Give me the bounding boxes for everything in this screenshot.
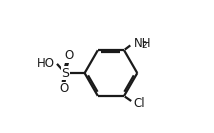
Text: 2: 2 (142, 41, 147, 50)
Text: NH: NH (134, 37, 151, 50)
Text: S: S (62, 67, 70, 80)
Text: Cl: Cl (134, 97, 145, 110)
Text: O: O (65, 49, 74, 63)
Text: HO: HO (37, 57, 55, 70)
Text: O: O (59, 82, 69, 95)
